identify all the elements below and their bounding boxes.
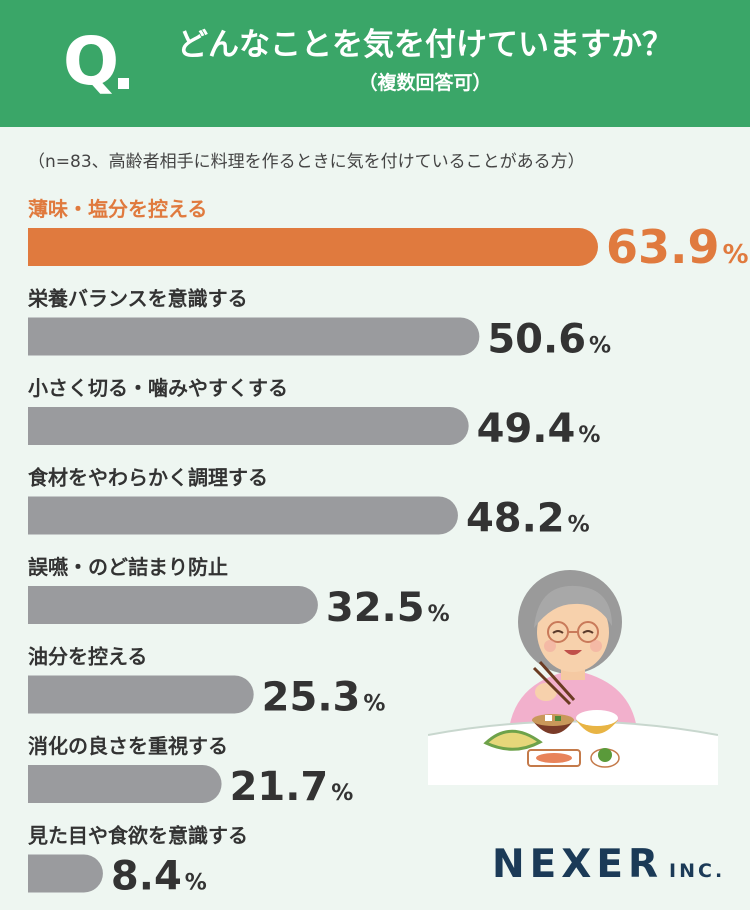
question-subtitle: （複数回答可） [358, 72, 492, 94]
logo-sub: INC. [669, 860, 726, 882]
bar [28, 407, 469, 445]
q-letter: Q [63, 23, 120, 100]
value-label: 8.4% [111, 854, 207, 900]
category-label: 誤嚥・のど詰まり防止 [28, 555, 228, 579]
question-title: どんなことを気を付けていますか？ [177, 27, 673, 63]
bar [28, 228, 598, 266]
bar [28, 675, 254, 714]
category-label: 見た目や食欲を意識する [28, 824, 248, 848]
bar [28, 765, 222, 803]
category-label: 消化の良さを重視する [28, 734, 228, 758]
elderly-woman-eating-icon [428, 570, 718, 785]
bar [28, 854, 103, 893]
category-label: 食材をやわらかく調理する [28, 466, 268, 490]
category-label: 小さく切る・噛みやすくする [28, 376, 288, 400]
q-dot [118, 78, 129, 89]
bar [28, 317, 480, 356]
value-label: 50.6% [487, 317, 611, 363]
bar [28, 586, 318, 624]
nexer-logo: NEXER INC. [492, 842, 725, 887]
value-label: 49.4% [477, 406, 601, 452]
value-label: 63.9% [606, 220, 749, 274]
value-label: 48.2% [466, 496, 590, 542]
category-label: 栄養バランスを意識する [27, 287, 248, 311]
value-label: 25.3% [262, 675, 386, 721]
logo-main: NEXER [492, 842, 664, 887]
value-label: 32.5% [326, 585, 450, 631]
category-label: 薄味・塩分を控える [28, 197, 207, 221]
value-label: 21.7% [230, 764, 354, 810]
question-header: Q どんなことを気を付けていますか？ （複数回答可） [0, 0, 750, 127]
category-label: 油分を控える [28, 645, 147, 669]
sample-note: （n=83、高齢者相手に料理を作るときに気を付けていることがある方） [28, 152, 585, 172]
bar [28, 496, 458, 535]
